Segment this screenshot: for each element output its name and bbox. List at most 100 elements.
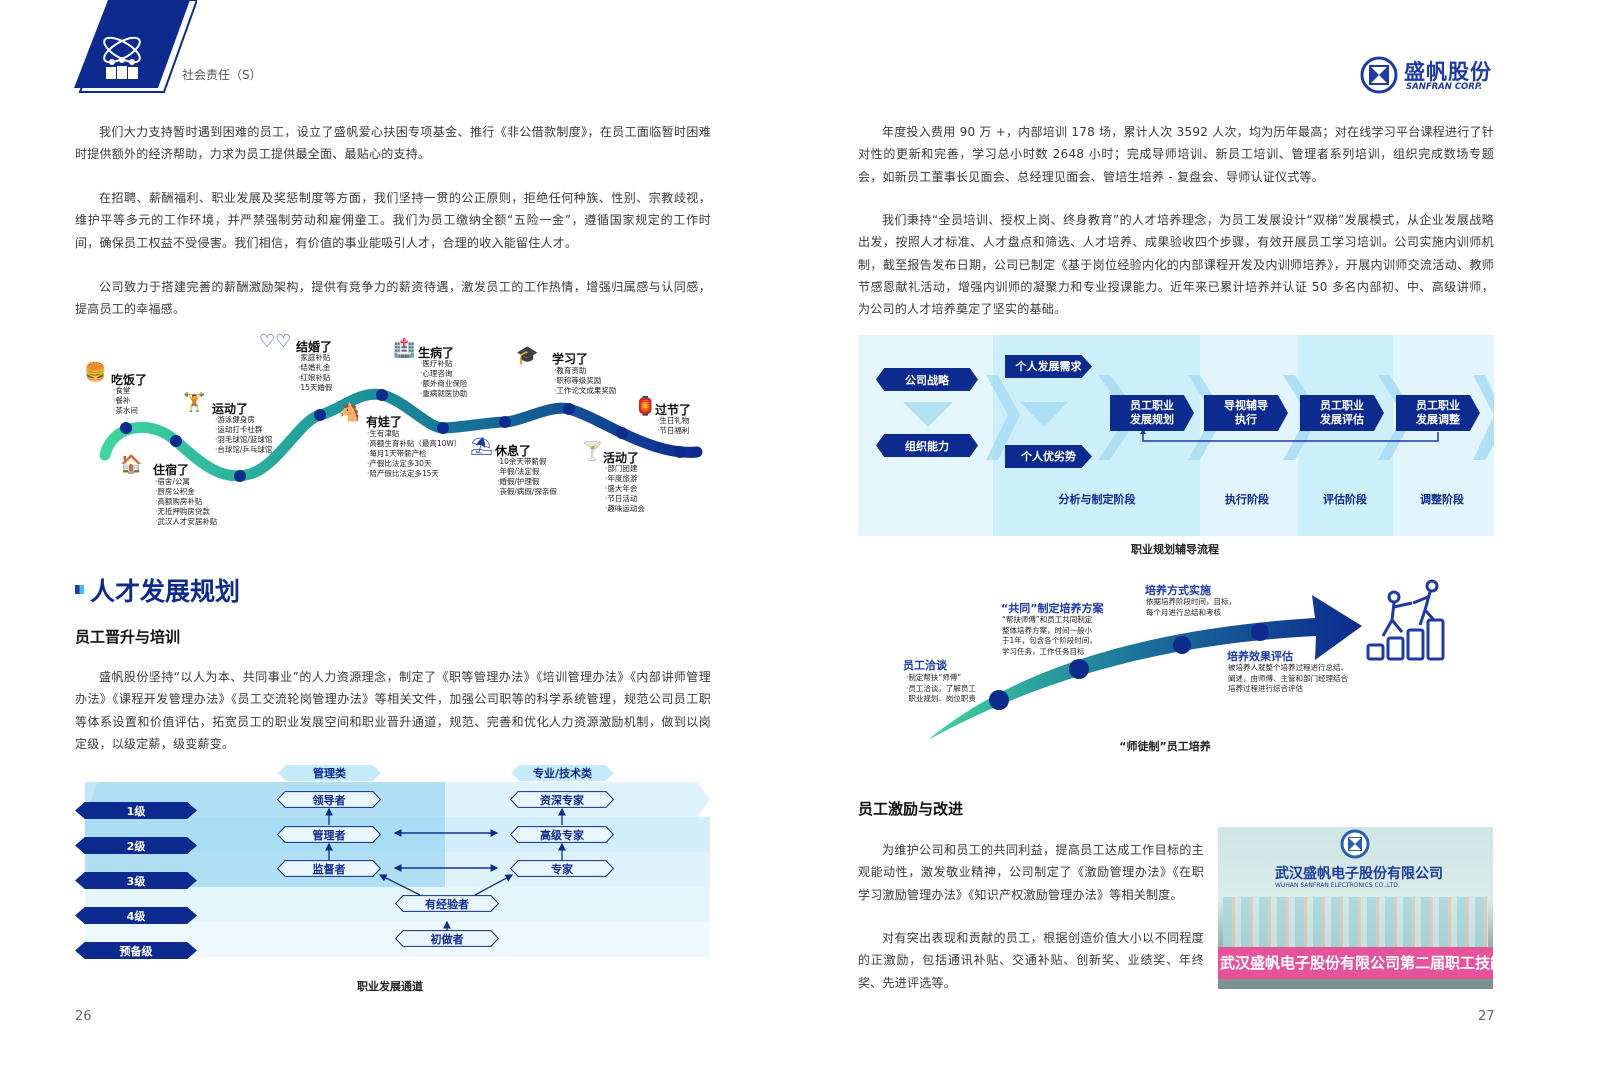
benefit-title: 吃饭了	[111, 373, 148, 387]
mentorship-step-text: 依据培养阶段时间，目标， 每个月进行总结和考核	[1146, 597, 1236, 617]
track-header: 管理类	[278, 765, 381, 781]
benefit-list: ·游泳健身房 ·运动打卡社群 ·羽毛球馆/篮球馆 ·台球馆/乒乓球馆	[215, 415, 273, 454]
career-arrows	[325, 807, 566, 938]
wave-dot	[120, 422, 132, 434]
dumbbell-icon: 🏋	[183, 392, 206, 413]
benefit-title: 学习了	[552, 352, 589, 366]
sanfran-logo-icon	[1360, 56, 1398, 94]
house-icon: 🏠	[120, 454, 143, 475]
step-box: 员工职业 发展调整	[1396, 395, 1480, 431]
mentorship-step-title: 培养方式实施	[1145, 584, 1211, 597]
benefit-list: ·部门团建 ·年度旅游 ·盛大年会 ·节日活动 ·趣味运动会	[605, 464, 645, 513]
step-box: 员工职业 发展评估	[1300, 395, 1384, 431]
paragraph: 盛帆股份坚持“以人为本、共同事业”的人力资源理念，制定了《职等管理办法》《培训管…	[75, 670, 711, 751]
benefit-title: 活动了	[603, 451, 640, 465]
team-photo: 武汉盛帆电子股份有限公司 WUHAN SANFRAN ELECTRONICS C…	[1218, 827, 1493, 989]
hearts-icon: ♡♡	[259, 331, 292, 352]
wave-dot	[170, 435, 182, 447]
mentorship-step-text: ·制定帮扶“师傅” ·员工洽谈，了解员工 职业规划、岗位职责	[906, 673, 976, 703]
level-tag: 预备级	[75, 942, 197, 959]
role-box: 监督者	[277, 860, 381, 877]
hospital-icon: 🏥	[393, 338, 416, 359]
role-box: 领导者	[277, 791, 381, 808]
benefit-list: ·生有津贴 ·高额生育补贴（最高10W） ·每月1天带薪产检 ·产假比法定多30天 ·陪…	[367, 429, 462, 478]
step-box: 导视辅导 执行	[1204, 395, 1288, 431]
benefits-wave	[99, 388, 703, 482]
personal-box: 个人优劣势	[1005, 445, 1092, 468]
track-header: 专业/技术类	[511, 765, 614, 781]
role-box: 有经验者	[395, 895, 499, 912]
benefit-title: 结婚了	[296, 340, 333, 354]
benefit-list: ·食堂 ·餐补 ·茶水间	[113, 386, 138, 415]
benefit-title: 过节了	[655, 403, 692, 417]
input-box: 公司战略	[876, 368, 978, 391]
section-badge	[72, 0, 199, 95]
group-of-people	[1223, 897, 1488, 952]
wave-dot	[437, 422, 449, 434]
stage-label: 分析与制定阶段	[1058, 493, 1136, 506]
figure-caption: “师徒制”员工培养	[1119, 740, 1211, 753]
stage-label: 执行阶段	[1225, 493, 1269, 506]
wave-dot	[499, 416, 511, 428]
benefit-list: ·家庭补贴 ·结婚礼金 ·红娘补贴 ·15天婚假	[298, 353, 333, 392]
benefit-list: ·医疗补贴 ·心理咨询 ·额外商业保险 ·重病就医协助	[420, 359, 468, 398]
benefit-title: 生病了	[418, 346, 455, 360]
level-tag: 2级	[75, 837, 197, 854]
mentorship-step-title: 员工洽谈	[903, 659, 947, 672]
benefit-title: 有娃了	[366, 415, 403, 429]
brand-logo: 盛帆股份 SANFRAN CORP.	[1360, 56, 1500, 96]
stage-label: 评估阶段	[1323, 493, 1367, 506]
benefit-list: ·教育资助 ·职称等级奖励 ·工作论文成果奖励	[554, 366, 617, 395]
benefit-title: 休息了	[495, 444, 532, 458]
mentorship-step-title: “共同”制定培养方案	[1001, 602, 1104, 615]
level-tag: 4级	[75, 907, 197, 924]
climbers-icon	[1366, 579, 1445, 661]
section-label: 社会责任（S）	[182, 68, 262, 82]
people-network-icon	[74, 0, 199, 93]
paragraph: 我们秉持“全员培训、授权上岗、终身教育”的人才培养理念，为员工发展设计“双梯”发…	[858, 213, 1494, 317]
role-box: 管理者	[277, 826, 381, 843]
career-flow-diagram: 公司战略 组织能力 个人发展需求 个人优劣势 员工职业 发展规划 导视辅导 执行…	[858, 335, 1494, 536]
rocking-horse-icon: 🐴	[338, 402, 361, 423]
role-box: 资深专家	[510, 791, 614, 808]
mentorship-arrow	[928, 579, 1445, 740]
level-tag: 3级	[75, 872, 197, 889]
input-box: 组织能力	[876, 434, 978, 457]
wave-dot	[376, 389, 388, 401]
career-path-diagram: 1级 2级 3级 4级 预备级 管理类 专业/技术类 领导者 管理者 监督者 资…	[75, 765, 715, 965]
step-dot	[1069, 659, 1089, 679]
page-number: 27	[1478, 1009, 1495, 1024]
section-bullet-icon	[75, 585, 84, 594]
personal-box: 个人发展需求	[1005, 355, 1092, 378]
paragraph: 为维护公司和员工的共同利益，提高员工达成工作目标的主观能动性，激发敬业精神，公司…	[858, 843, 1204, 902]
step-dot	[1173, 636, 1191, 654]
section-title: 人才发展规划	[90, 577, 241, 606]
beach-icon: ⛱	[470, 436, 493, 457]
wall-sign-en: WUHAN SANFRAN ELECTRONICS CO.,LTD.	[1275, 882, 1400, 889]
role-box: 初做者	[395, 930, 499, 947]
benefit-list: ·宿舍/公寓 ·厨房公积金 ·高额购房补贴 ·无抵押购房贷款 ·武汉人才安居补贴	[155, 477, 218, 526]
benefit-list: ·10余天带薪假 ·年假/法定假 ·婚假/护理假 ·丧假/病假/探亲假	[497, 457, 557, 496]
mentorship-step-text: 被培养人就整个培养过程进行总结、 阐述，由师傅、主管和部门经理结合 培养过程进行综合…	[1228, 663, 1348, 693]
benefit-title: 运动了	[212, 402, 249, 416]
figure-caption: 职业发展通道	[357, 980, 423, 993]
graduation-cap-icon: 🎓	[516, 345, 539, 366]
step-dot	[1251, 623, 1269, 641]
paragraph: 我们大力支持暂时遇到困难的员工，设立了盛帆爱心扶困专项基金、推行《非公借款制度》…	[75, 125, 711, 162]
stage-label: 调整阶段	[1420, 493, 1464, 506]
step-box: 员工职业 发展规划	[1110, 395, 1194, 431]
wave-dot	[314, 409, 326, 421]
photo-banner: 武汉盛帆电子股份有限公司第二届职工技能大赛	[1218, 947, 1493, 979]
mentorship-step-title: 培养效果评估	[1227, 650, 1293, 663]
mentorship-step-text: “帮扶师傅”和员工共同制定 整体培养方案，时间一般小 于1年，包含各个阶段时间， 学习…	[1002, 615, 1097, 656]
wave-dot	[616, 427, 628, 439]
wave-dot	[674, 446, 686, 458]
burger-icon: 🍔	[84, 362, 107, 383]
paragraph: 公司致力于搭建完善的薪酬激励架构，提供有竞争力的薪资待遇，激发员工的工作热情，增…	[75, 280, 711, 317]
benefit-title: 住宿了	[153, 463, 190, 477]
figure-caption: 职业规划辅导流程	[1131, 543, 1219, 556]
paragraph: 在招聘、薪酬福利、职业发展及奖惩制度等方面，我们坚持一贯的公正原则，拒绝任何种族…	[75, 191, 711, 250]
subsection-title: 员工激励与改进	[858, 800, 964, 818]
company-logo-icon	[1340, 829, 1370, 859]
step-dot	[989, 690, 1009, 710]
